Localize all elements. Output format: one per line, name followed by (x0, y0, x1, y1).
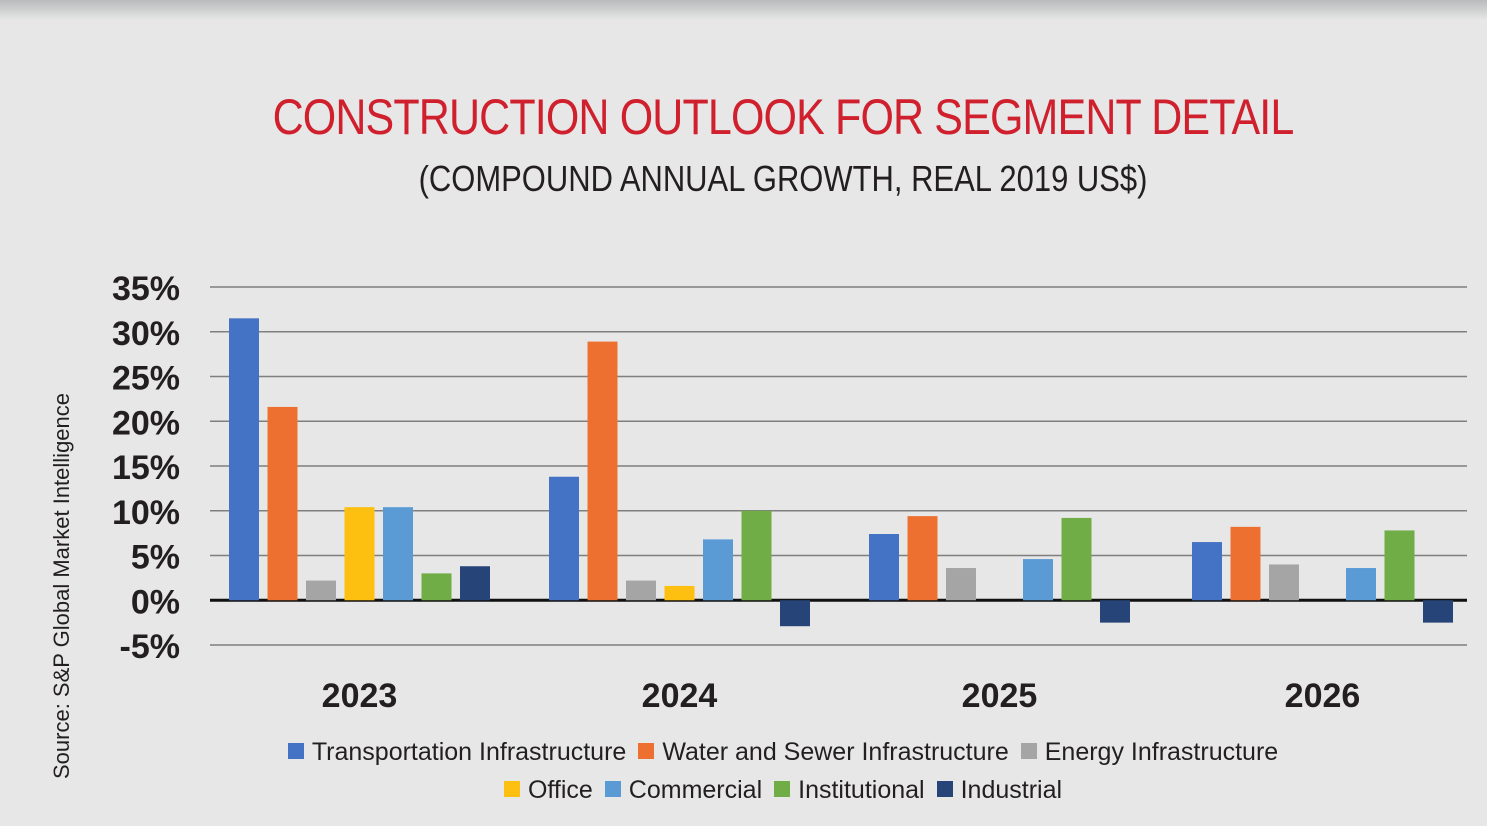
bar-energy-infrastructure-2024 (626, 580, 656, 601)
bar-water-and-sewer-infrastructure-2025 (907, 516, 938, 601)
legend-label: Commercial (628, 776, 763, 804)
bar-water-and-sewer-infrastructure-2026 (1230, 526, 1261, 601)
legend-item: Institutional (774, 776, 925, 805)
bar-industrial-2024 (780, 600, 810, 627)
legend-item: Industrial (936, 776, 1063, 805)
bar-commercial-2024 (703, 539, 733, 601)
y-tick-label: 5% (131, 539, 180, 577)
legend-swatch (604, 781, 621, 797)
bar-commercial-2026 (1346, 568, 1376, 601)
x-category-label: 2025 (962, 677, 1038, 715)
legend-label: Institutional (798, 776, 925, 804)
y-tick-label: 25% (112, 360, 180, 398)
bar-energy-infrastructure-2026 (1269, 564, 1299, 601)
legend-item: Commercial (604, 776, 763, 805)
bar-commercial-2025 (1023, 559, 1053, 601)
bar-office-2024 (664, 585, 695, 601)
legend-label: Energy Infrastructure (1044, 738, 1279, 766)
legend-swatch (774, 781, 791, 797)
bar-institutional-2025 (1061, 517, 1092, 601)
bar-industrial-2025 (1100, 600, 1130, 623)
bar-institutional-2024 (741, 510, 772, 601)
y-tick-label: -5% (120, 628, 180, 666)
bar-energy-infrastructure-2023 (306, 580, 336, 601)
legend-swatch (503, 781, 520, 797)
legend-item: Office (503, 776, 593, 805)
legend-swatch (638, 743, 655, 759)
chart-title: CONSTRUCTION OUTLOOK FOR SEGMENT DETAIL (272, 89, 1295, 145)
x-category-label: 2026 (1285, 677, 1361, 715)
legend-swatch (287, 743, 304, 759)
x-category-label: 2024 (642, 677, 718, 715)
bar-water-and-sewer-infrastructure-2024 (587, 341, 618, 601)
y-tick-label: 0% (131, 583, 180, 621)
legend-item: Energy Infrastructure (1020, 738, 1279, 767)
legend-swatch (936, 781, 953, 797)
bar-transportation-infrastructure-2025 (869, 534, 899, 601)
y-tick-label: 15% (112, 449, 180, 487)
legend-row-1: Transportation Infrastructure Water and S… (0, 738, 1487, 767)
legend-label: Office (527, 776, 593, 804)
bar-energy-infrastructure-2025 (946, 568, 976, 601)
bar-transportation-infrastructure-2023 (229, 318, 259, 601)
y-tick-label: 30% (112, 315, 180, 353)
bar-industrial-2026 (1423, 600, 1453, 623)
bar-transportation-infrastructure-2024 (549, 476, 579, 601)
legend-label: Water and Sewer Infrastructure (662, 738, 1009, 766)
chart-subtitle: (COMPOUND ANNUAL GROWTH, REAL 2019 US$) (418, 158, 1148, 199)
legend-swatch (1020, 743, 1037, 759)
bar-transportation-infrastructure-2026 (1192, 542, 1222, 601)
bar-institutional-2023 (421, 573, 452, 601)
y-tick-label: 10% (112, 494, 180, 532)
x-category-label: 2023 (322, 677, 398, 715)
bar-institutional-2026 (1384, 530, 1415, 601)
y-tick-label: 35% (112, 270, 180, 308)
legend-item: Transportation Infrastructure (287, 738, 627, 767)
bar-office-2023 (344, 507, 375, 601)
bar-water-and-sewer-infrastructure-2023 (267, 406, 298, 601)
bar-commercial-2023 (383, 507, 413, 601)
top-shadow-band (0, 0, 1487, 20)
legend-row-2: Office Commercial Institutional Industrial (0, 776, 1487, 805)
legend-label: Industrial (960, 776, 1063, 804)
bar-industrial-2023 (460, 566, 490, 601)
y-tick-label: 20% (112, 404, 180, 442)
legend-item: Water and Sewer Infrastructure (638, 738, 1009, 767)
legend-label: Transportation Infrastructure (311, 738, 627, 766)
